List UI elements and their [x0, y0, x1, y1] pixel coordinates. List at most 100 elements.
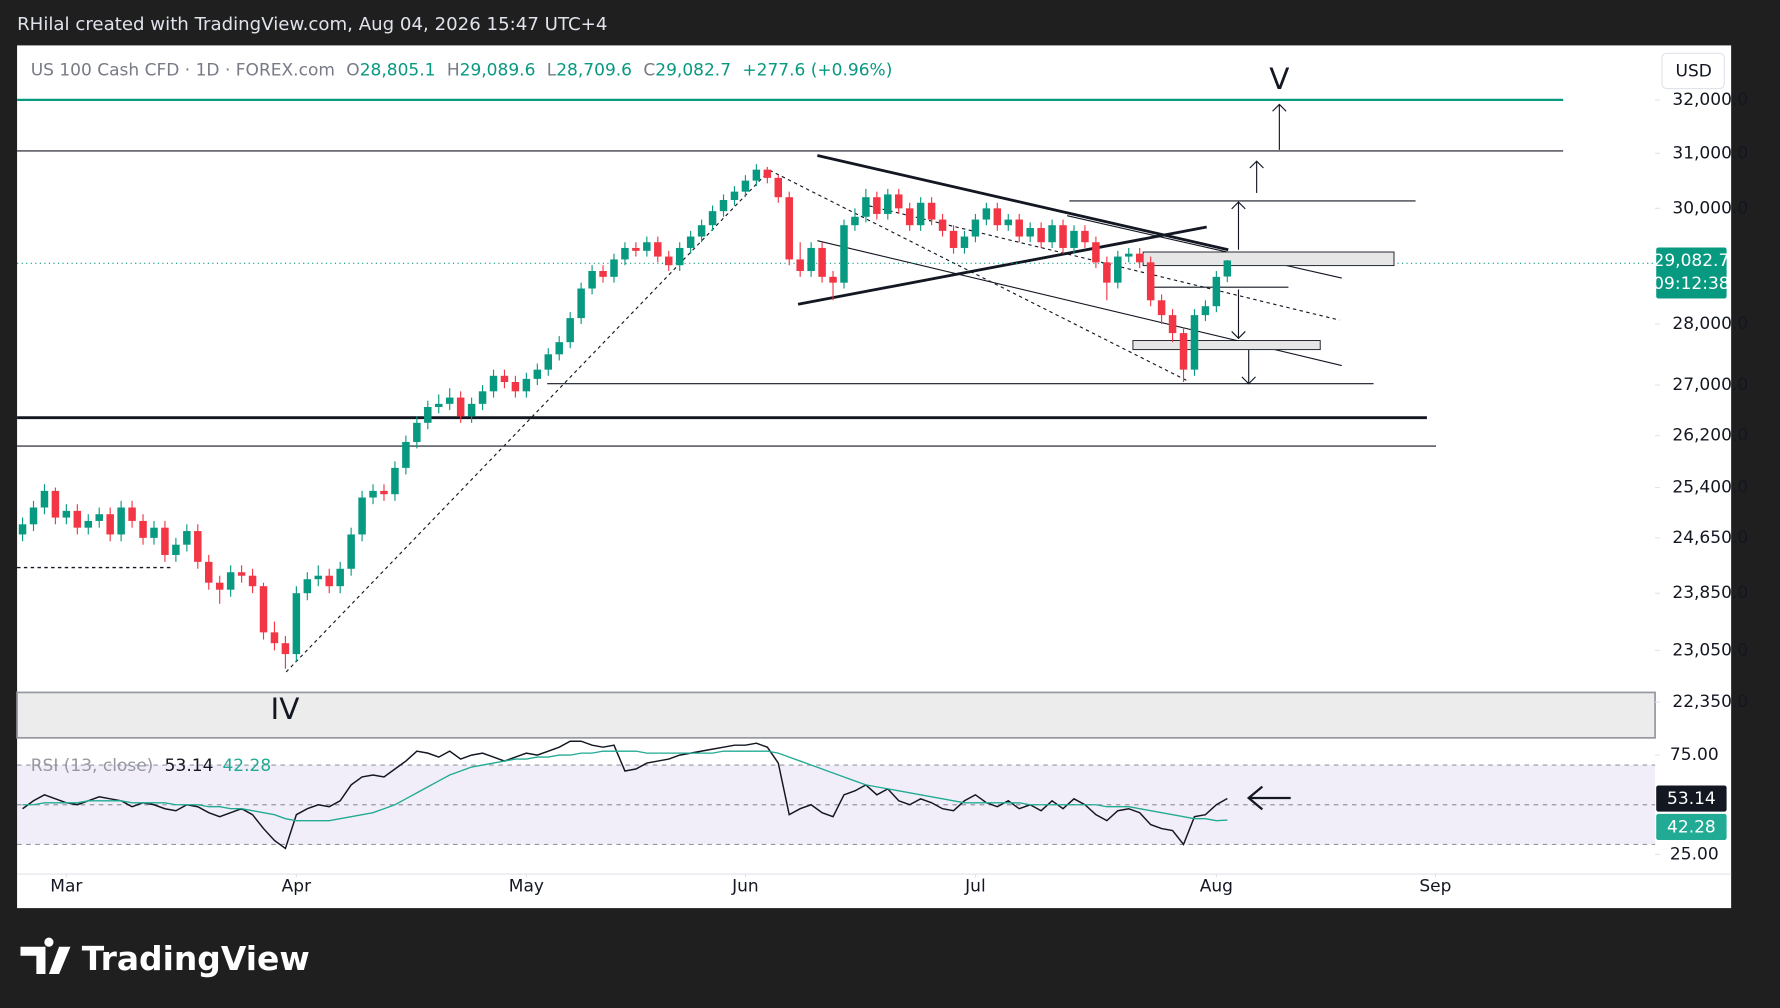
candle-body — [347, 534, 355, 569]
candle-body — [29, 507, 38, 525]
arrow-head — [1272, 103, 1287, 112]
candle-body — [270, 632, 279, 644]
candle-body — [785, 197, 793, 260]
candle-body — [665, 256, 673, 266]
arrow-head — [1241, 376, 1256, 385]
candle-body — [829, 276, 837, 283]
price-badge — [1656, 247, 1727, 299]
drawing-line — [1066, 215, 1342, 279]
candle-body — [358, 497, 366, 535]
candle-body — [445, 397, 454, 404]
candle-body — [610, 259, 618, 277]
candle-body — [741, 180, 750, 192]
candle-body — [643, 242, 651, 251]
candle-body — [62, 510, 71, 518]
rsi-legend-item: 53.14 — [165, 756, 214, 776]
candle-body — [292, 593, 301, 655]
candle-body — [588, 271, 596, 289]
candle-body — [916, 202, 925, 226]
candle-body — [807, 247, 815, 272]
wave-label: V — [1269, 62, 1289, 96]
arrow-head — [1231, 331, 1246, 340]
candle-body — [544, 354, 553, 370]
rsi-ma-badge — [1656, 813, 1727, 840]
wave-label: IV — [271, 692, 300, 726]
candle-body — [73, 510, 82, 528]
candle-body — [555, 342, 563, 355]
candle-body — [40, 490, 49, 508]
candle-body — [402, 441, 410, 468]
rsi-legend: RSI (13, close) 53.14 42.28 — [31, 756, 271, 776]
y-tick-label: 32,000.0 — [1672, 90, 1748, 110]
candle-body — [117, 507, 125, 535]
drawing-line — [769, 169, 1187, 381]
logo-text: TradingView — [82, 939, 310, 978]
footer-logo: TradingView — [20, 937, 310, 978]
candle-body — [1157, 300, 1166, 316]
candle-body — [1135, 253, 1144, 263]
rsi-badge-value: 53.14 — [1667, 789, 1716, 809]
rsi-line — [22, 740, 1228, 850]
candle-body — [675, 247, 684, 266]
candle-body — [248, 575, 257, 587]
candle-body — [982, 208, 991, 220]
candle-body — [949, 230, 958, 248]
y-tick-label: 23,050.0 — [1672, 640, 1748, 660]
legend-item: L — [547, 60, 557, 80]
candle-body — [1070, 230, 1078, 248]
candle-body — [533, 369, 542, 379]
rsi-ma-badge-value: 42.28 — [1667, 818, 1716, 838]
candle-body — [1201, 306, 1210, 316]
candle-body — [281, 643, 290, 655]
candle-body — [1059, 225, 1067, 248]
candle-body — [205, 561, 213, 583]
candle-body — [325, 575, 333, 587]
y-tick-label: 28,000.0 — [1672, 314, 1748, 334]
candle-body — [599, 271, 607, 277]
legend-item: US 100 Cash CFD · 1D · FOREX.com — [31, 60, 335, 80]
candle-body — [1026, 228, 1034, 237]
y-tick-label: 75.00 — [1670, 745, 1719, 765]
logo-mark — [20, 937, 71, 974]
last-price: 29,082.7 — [1654, 251, 1730, 271]
candle-body — [511, 381, 520, 392]
candle-body — [489, 375, 498, 392]
candle-body — [150, 527, 158, 538]
drawing-line — [285, 169, 771, 673]
candle-body — [194, 531, 202, 562]
legend-item: 29,082.7 — [655, 60, 731, 80]
candle-body — [237, 572, 246, 576]
candle-body — [226, 572, 235, 590]
legend-item: C — [643, 60, 655, 80]
candle-body — [1125, 253, 1133, 257]
candle-body — [1015, 219, 1023, 237]
candle-body — [632, 247, 640, 251]
drawing-line — [817, 154, 1229, 252]
candle-body — [862, 197, 870, 217]
y-tick-label: 23,850.0 — [1672, 583, 1748, 603]
candle-body — [1223, 260, 1232, 277]
candle-body — [730, 191, 739, 200]
candle-body — [18, 524, 27, 535]
candle-body — [467, 403, 476, 417]
candle-body — [577, 288, 585, 319]
candle-body — [1048, 225, 1056, 243]
candle-body — [708, 211, 717, 226]
legend: US 100 Cash CFD · 1D · FOREX.com O28,805.… — [31, 60, 893, 80]
candle-body — [960, 236, 969, 248]
y-tick-label: 22,350.0 — [1672, 692, 1748, 712]
rsi-legend-item: RSI (13, close) — [31, 756, 154, 776]
candle-body — [719, 199, 728, 212]
candle-body — [391, 467, 399, 495]
candle-body — [128, 507, 136, 521]
candle-body — [369, 490, 377, 498]
candle-body — [873, 197, 881, 214]
candle-body — [380, 490, 388, 495]
countdown: 09:12:38 — [1653, 274, 1729, 294]
rsi-legend-item: 42.28 — [222, 756, 271, 776]
y-tick-label: 27,000.0 — [1672, 375, 1748, 395]
candle-body — [1179, 333, 1188, 370]
candle-body — [1004, 219, 1013, 226]
chart-panel — [17, 45, 1732, 909]
